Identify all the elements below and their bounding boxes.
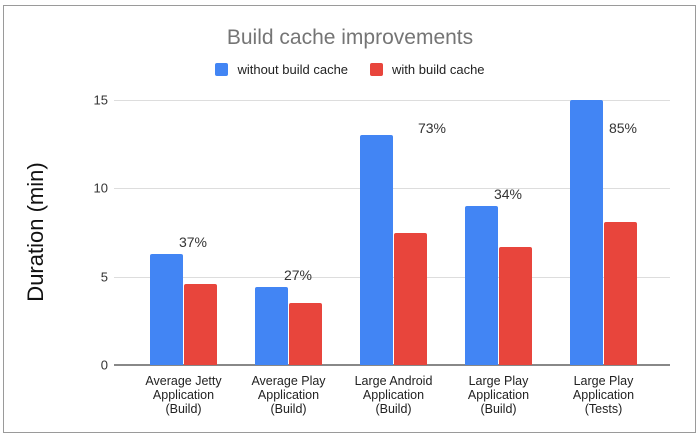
x-tick-label-line: (Tests) — [584, 402, 623, 416]
x-tick-label: Large Android Application (Build) — [344, 374, 444, 416]
legend-item-with-cache[interactable]: with build cache — [370, 62, 485, 77]
x-tick-label: Average Play Application (Build) — [239, 374, 339, 416]
improvement-label: 73% — [417, 120, 447, 136]
x-tick-label: Large Play Application (Build) — [449, 374, 549, 416]
bar-without-cache[interactable] — [255, 287, 288, 365]
x-tick-label-line: Application — [572, 388, 635, 402]
x-tick-label-line: Application — [362, 388, 425, 402]
bar-with-cache[interactable] — [289, 303, 322, 365]
y-tick-label: 10 — [93, 180, 108, 196]
legend-label: with build cache — [392, 62, 485, 77]
y-tick-label: 15 — [93, 92, 108, 108]
y-axis-label: Duration (min) — [23, 162, 48, 302]
legend: without build cache with build cache — [0, 62, 700, 77]
y-tick-label: 0 — [100, 357, 108, 373]
y-tick-label: 5 — [100, 269, 108, 285]
improvement-label: 34% — [493, 186, 523, 202]
x-tick-label-line: Large Play — [573, 374, 634, 388]
x-tick-label-line: Large Play — [468, 374, 529, 388]
bar-without-cache[interactable] — [570, 100, 603, 365]
improvement-label: 27% — [283, 267, 313, 284]
x-tick-label-line: (Build) — [270, 402, 307, 416]
x-tick-label-line: Average Play — [251, 374, 326, 388]
bar-with-cache[interactable] — [394, 232, 427, 365]
x-tick-label: Average Jetty Application (Build) — [134, 374, 234, 416]
x-tick-label-line: (Build) — [165, 402, 202, 416]
bar-without-cache[interactable] — [150, 253, 183, 365]
bar-without-cache[interactable] — [465, 206, 498, 365]
x-tick-label-line: Large Android — [354, 374, 433, 388]
legend-item-without-cache[interactable]: without build cache — [215, 62, 348, 77]
x-tick-label-line: (Build) — [375, 402, 412, 416]
x-axis-line — [114, 364, 670, 366]
chart-title: Build cache improvements — [226, 26, 474, 49]
legend-swatch-blue-icon — [215, 63, 229, 76]
x-tick-label-line: Average Jetty — [145, 374, 222, 388]
x-tick-label-line: Application — [152, 388, 215, 402]
gridline — [114, 100, 670, 101]
legend-swatch-red-icon — [370, 63, 384, 76]
bar-with-cache[interactable] — [499, 246, 532, 365]
improvement-label: 85% — [608, 120, 638, 136]
x-tick-label-line: Application — [467, 388, 530, 402]
x-tick-label-line: Application — [257, 388, 320, 402]
x-tick-label: Large Play Application (Tests) — [554, 374, 654, 416]
bar-with-cache[interactable] — [184, 283, 217, 365]
improvement-label: 37% — [178, 233, 208, 250]
legend-label: without build cache — [237, 62, 349, 77]
x-tick-label-line: (Build) — [480, 402, 517, 416]
bar-with-cache[interactable] — [604, 221, 637, 365]
bar-without-cache[interactable] — [360, 135, 393, 365]
